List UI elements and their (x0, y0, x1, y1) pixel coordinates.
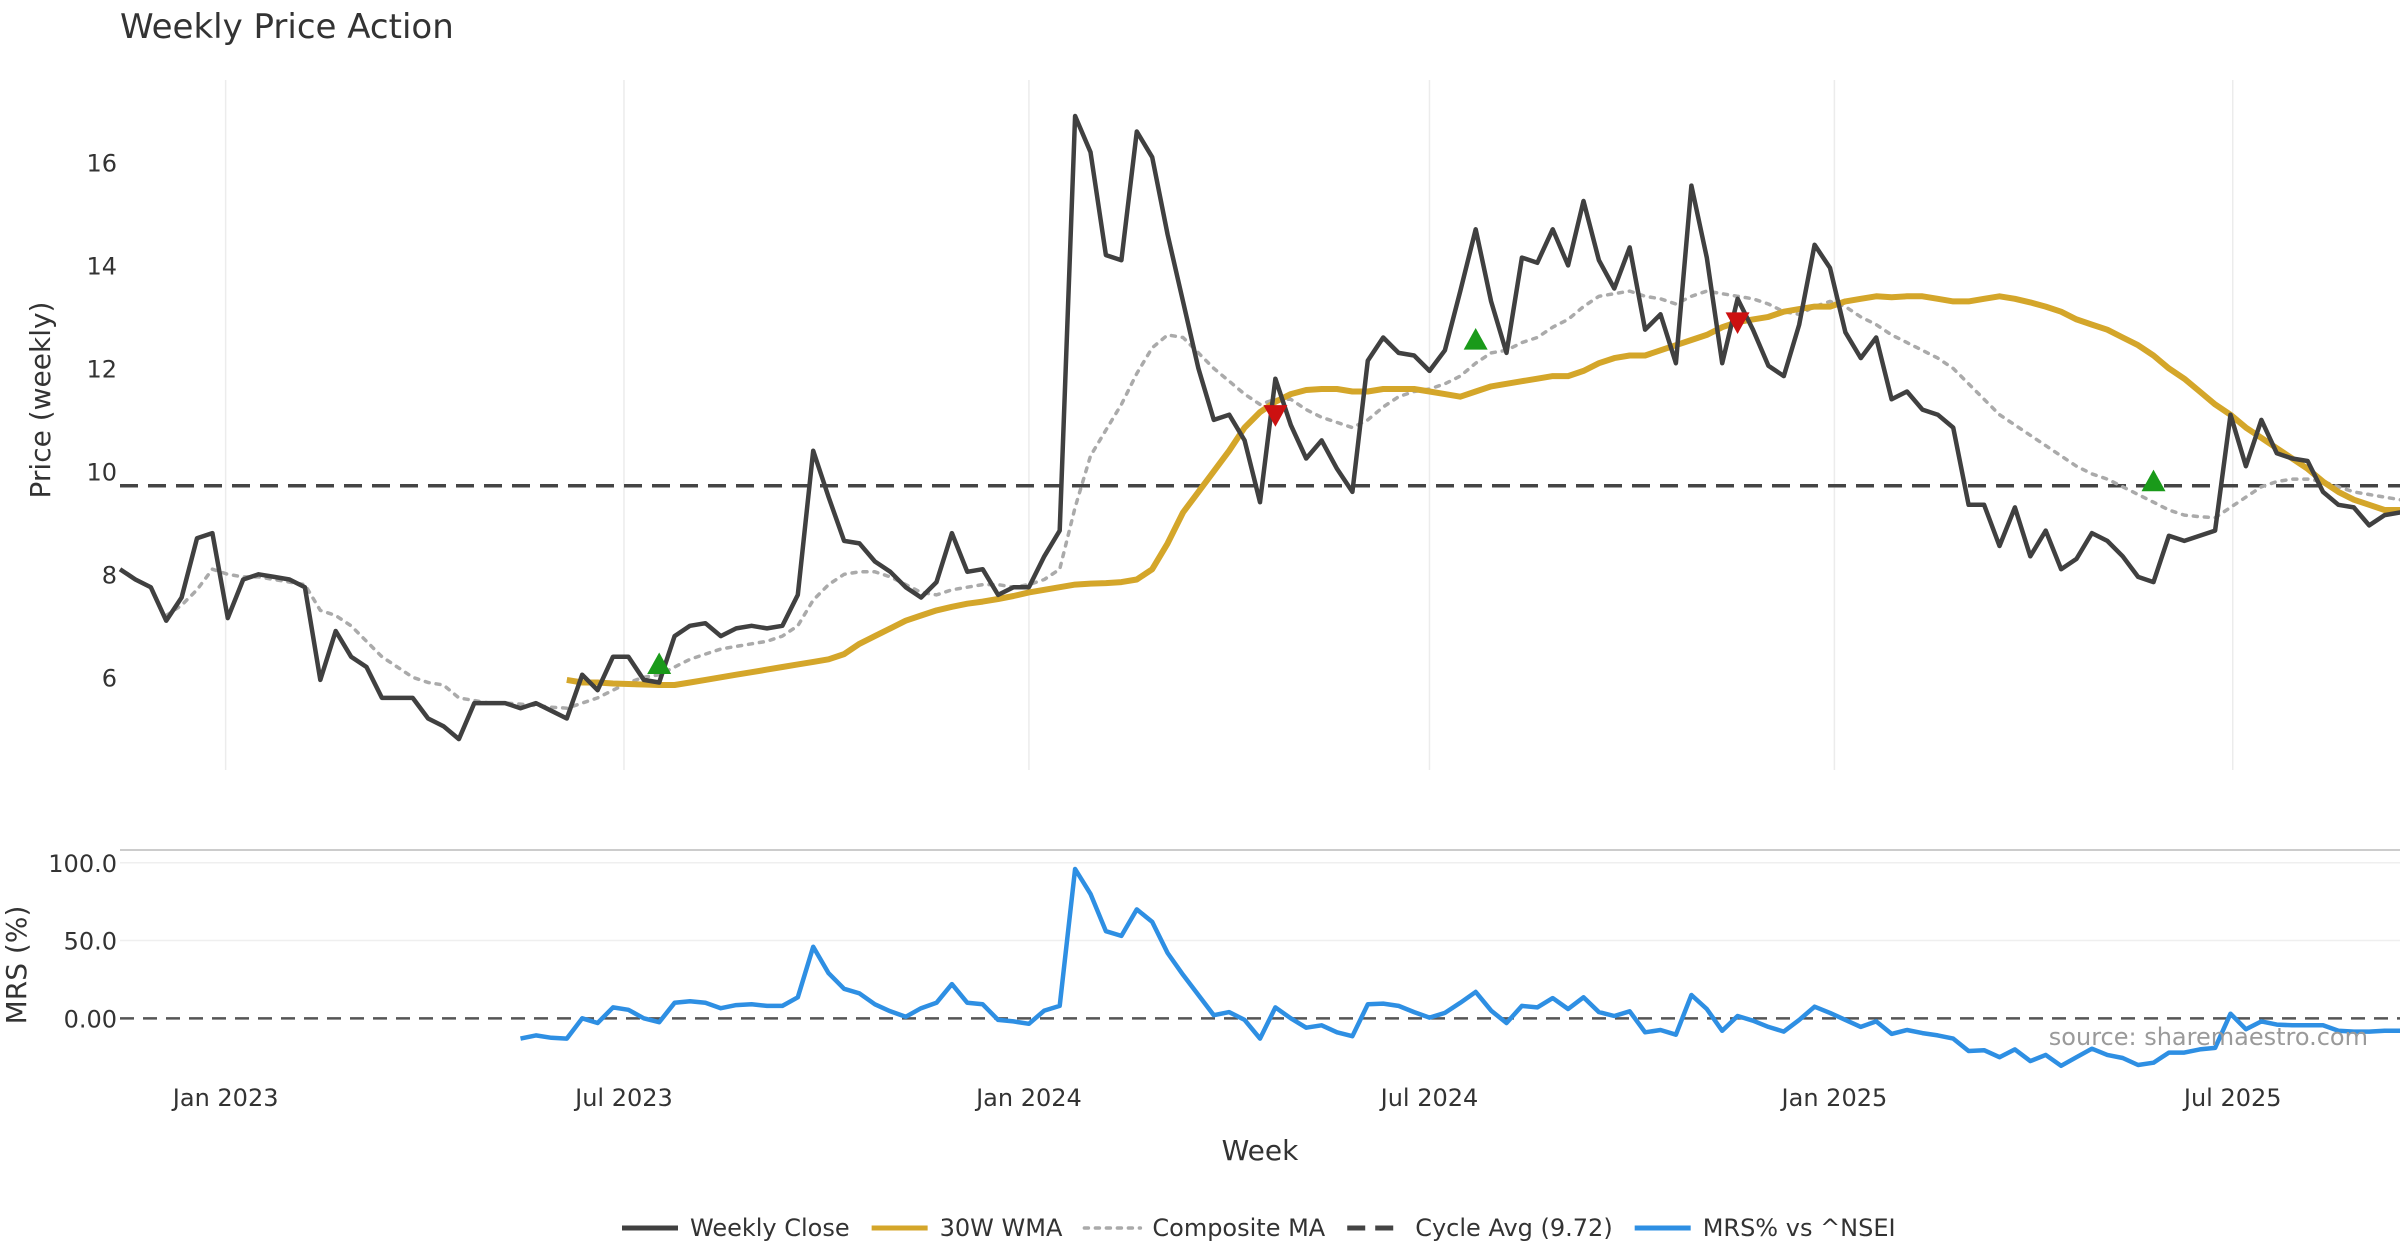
x-tick-label: Jul 2025 (2182, 1084, 2282, 1112)
mrs-y-tick-label: 50.0 (64, 928, 117, 956)
legend-label: 30W WMA (940, 1214, 1063, 1242)
x-tick-label: Jul 2023 (573, 1084, 673, 1112)
legend-label: Cycle Avg (9.72) (1415, 1214, 1612, 1242)
mrs-y-ticks: 100.0 50.0 0.00 (48, 850, 117, 1034)
legend-label: Weekly Close (690, 1214, 850, 1242)
price-y-tick-label: 8 (102, 561, 117, 589)
mrs-y-tick-label: 100.0 (48, 850, 117, 878)
wma-30w-line (566, 293, 2400, 688)
source-note: source: sharemaestro.com (2049, 1023, 2368, 1051)
legend: Weekly Close 30W WMA Composite MA Cycle Avg… (622, 1214, 1896, 1242)
mrs-panel-gridlines (120, 862, 2400, 1020)
buy-signal-marker (2141, 469, 2166, 492)
price-y-tick-label: 6 (102, 664, 117, 692)
price-y-ticks: 6 8 10 12 14 16 (86, 149, 117, 692)
mrs-y-axis-title: MRS (%) (0, 906, 33, 1025)
legend-label: Composite MA (1152, 1214, 1325, 1242)
price-y-axis-title: Price (weekly) (24, 302, 57, 499)
composite-ma-line (164, 289, 2400, 710)
mrs-series (520, 866, 2400, 1069)
mrs-y-tick-label: 0.00 (64, 1005, 117, 1033)
sell-signal-marker (1263, 405, 1288, 427)
signal-markers (647, 312, 2166, 675)
price-series (118, 113, 2400, 742)
x-tick-label: Jul 2024 (1379, 1084, 1479, 1112)
buy-signal-marker (647, 652, 672, 675)
legend-label: MRS% vs ^NSEI (1703, 1214, 1896, 1242)
x-axis-ticks: Jan 2023 Jul 2023 Jan 2024 Jul 2024 Jan 2025… (171, 1084, 2282, 1112)
buy-signal-marker (1463, 328, 1488, 350)
price-y-tick-label: 10 (86, 458, 117, 486)
price-y-tick-label: 12 (86, 355, 117, 383)
weekly-close-line (118, 113, 2400, 742)
price-panel-gridlines (224, 80, 2234, 770)
price-y-tick-label: 16 (86, 149, 117, 177)
mrs-line (520, 866, 2400, 1069)
x-axis-title: Week (1222, 1134, 1299, 1167)
sell-signal-marker (1725, 312, 1750, 335)
x-tick-label: Jan 2025 (1780, 1084, 1888, 1112)
chart-title: Weekly Price Action (120, 7, 454, 47)
price-y-tick-label: 14 (86, 252, 117, 280)
x-tick-label: Jan 2024 (974, 1084, 1082, 1112)
x-tick-label: Jan 2023 (171, 1084, 279, 1112)
